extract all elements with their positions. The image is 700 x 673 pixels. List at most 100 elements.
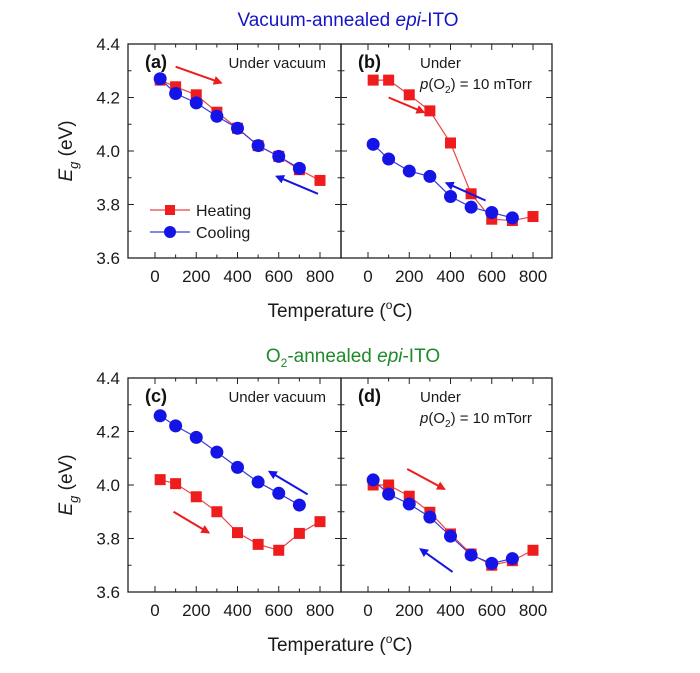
heating-direction-arrow [173,510,211,534]
legend-heating-label: Heating [196,203,251,220]
condition-label-line2: p(O2) = 10 mTorr [419,76,532,96]
panel-label: (a) [145,52,167,72]
x-tick-label: 400 [436,267,464,286]
y-tick-label: 3.6 [96,249,120,268]
heating-point [403,89,415,101]
condition-rest: ) = 10 mTorr [451,76,532,93]
cooling-direction-arrow [444,181,486,202]
cooling-point [366,473,380,487]
condition-o: (O [428,410,445,427]
cooling-point [210,109,224,123]
y-tick-label: 3.6 [96,583,120,602]
condition-p: p [419,410,428,427]
cooling-point [292,161,306,175]
cooling-point [505,211,519,225]
condition-p: p [419,76,428,93]
heating-point [232,527,243,539]
y-tick-label: 3.8 [96,196,120,215]
cooling-point [210,445,224,459]
y-tick-label: 4.0 [96,142,120,161]
legend: Heating Cooling [150,203,251,242]
panel-b: 0 200 400 600 800 (b) Under p(O2) = 10 mTorr [340,43,553,286]
top-x-axis-label: Temperature (oC) [267,298,412,322]
cooling-point [382,152,396,166]
bottom-y-axis-label: Eg (eV) [56,454,81,515]
condition-label-line1: Under [420,55,461,72]
top-group-title: Vacuum-annealed epi-ITO [237,10,458,31]
x-tick-label: 800 [519,601,547,620]
x-tick-label: 600 [265,267,293,286]
heating-point [170,478,182,490]
heating-direction-arrow [406,468,446,490]
bottom-x-axis-label: Temperature (oC) [267,632,412,656]
y-tick-label: 4.4 [96,35,120,54]
bottom-group-title: O2-annealed epi-ITO [266,346,440,370]
cooling-point [444,529,457,543]
heating-point [527,544,539,556]
cooling-point [505,552,519,566]
cooling-point [366,137,380,151]
y-tick-label: 4.4 [96,369,120,388]
cooling-point [189,96,203,110]
cooling-point [231,121,244,135]
cooling-point [382,487,396,501]
x-tick-label: 800 [306,267,334,286]
y-tick-label: 4.2 [96,423,120,442]
x-tick-label: 0 [363,267,372,286]
panel-label: (d) [358,386,381,406]
cooling-direction-arrow [419,548,454,573]
x-tick-label: 0 [150,267,159,286]
heating-point [383,479,395,491]
cooling-point [464,548,478,562]
y-tick-label: 3.8 [96,530,120,549]
heating-direction-arrow [175,65,223,85]
heating-point [273,544,285,556]
cooling-direction-arrow [267,470,309,496]
condition-o: (O [428,76,445,93]
panel-d: 0 200 400 600 800 (d) Under p(O2) = 10 mTorr [340,377,553,620]
cooling-point [292,498,306,512]
heating-point [314,174,326,186]
panel-label: (c) [145,386,167,406]
panel-label: (b) [358,52,381,72]
x-tick-label: 200 [182,601,210,620]
cooling-point [423,169,437,183]
condition-sub: 2 [445,85,451,96]
cooling-point [231,460,244,474]
cooling-point [169,86,183,100]
cooling-point [485,556,499,570]
heating-point [154,474,166,486]
heating-point [424,105,436,117]
x-tick-label: 600 [478,601,506,620]
cooling-direction-arrow [275,175,319,195]
heating-point [170,81,182,93]
x-tick-label: 400 [223,267,251,286]
heating-point [486,213,498,225]
panel-c: 0 200 400 600 800 3.6 3.8 4.0 4.2 4.4 (c) Under vac… [96,369,342,620]
x-tick-label: 200 [395,601,423,620]
condition-label: Under vacuum [228,55,326,72]
heating-point [527,211,539,223]
heating-point [190,89,202,101]
x-tick-label: 0 [363,601,372,620]
x-tick-label: 800 [519,267,547,286]
x-tick-label: 200 [395,267,423,286]
x-tick-label: 200 [182,267,210,286]
heating-point [383,74,395,86]
x-tick-label: 800 [306,601,334,620]
heating-point [190,491,202,503]
y-tick-label: 4.0 [96,476,120,495]
cooling-point [153,409,167,423]
condition-sub: 2 [445,419,451,430]
x-tick-label: 600 [478,267,506,286]
condition-label-line2: p(O2) = 10 mTorr [419,410,532,430]
panel-a: 0 200 400 600 800 3.6 3.8 4.0 4.2 4.4 (a) Under vac… [96,35,342,286]
x-tick-label: 400 [436,601,464,620]
heating-point [211,506,223,518]
legend-heating-marker [165,205,175,215]
cooling-point [485,206,499,220]
cooling-point [444,189,457,203]
condition-label-line1: Under [420,389,461,406]
heating-point [293,527,305,539]
